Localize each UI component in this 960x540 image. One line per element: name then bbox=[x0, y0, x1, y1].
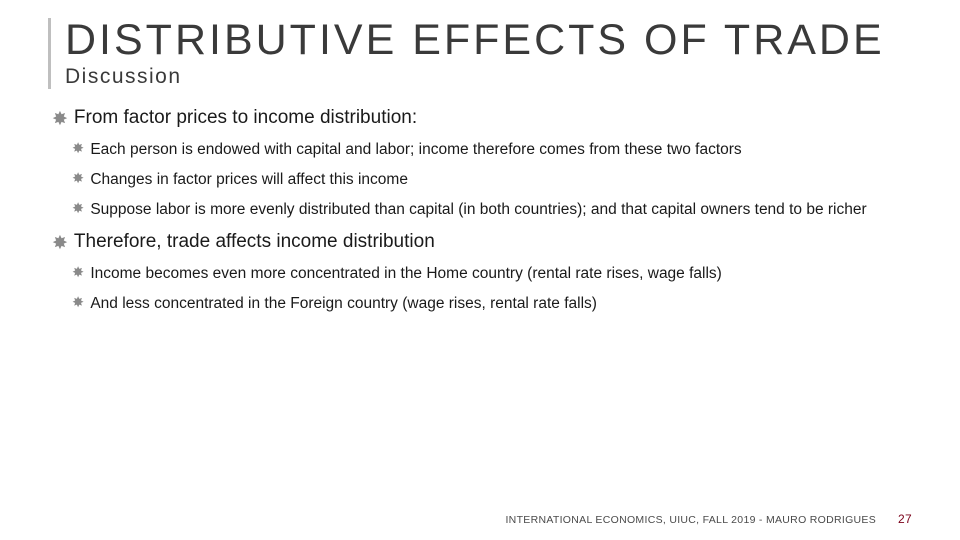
slide: DISTRIBUTIVE EFFECTS OF TRADE Discussion… bbox=[0, 0, 960, 540]
starburst-icon: ✸ bbox=[72, 140, 84, 159]
starburst-icon: ✸ bbox=[52, 108, 68, 131]
starburst-icon: ✸ bbox=[72, 294, 84, 313]
bullet-level2: ✸ Income becomes even more concentrated … bbox=[72, 264, 912, 284]
slide-subtitle: Discussion bbox=[65, 65, 912, 89]
starburst-icon: ✸ bbox=[72, 200, 84, 219]
starburst-icon: ✸ bbox=[72, 170, 84, 189]
bullet-text: Suppose labor is more evenly distributed… bbox=[90, 200, 912, 220]
bullet-level2: ✸ Changes in factor prices will affect t… bbox=[72, 170, 912, 190]
title-block: DISTRIBUTIVE EFFECTS OF TRADE Discussion bbox=[48, 18, 912, 89]
bullet-level2: ✸ Suppose labor is more evenly distribut… bbox=[72, 200, 912, 220]
bullet-level1: ✸ Therefore, trade affects income distri… bbox=[52, 231, 912, 254]
bullet-text: Changes in factor prices will affect thi… bbox=[90, 170, 912, 190]
starburst-icon: ✸ bbox=[72, 264, 84, 283]
page-number: 27 bbox=[898, 512, 912, 526]
content-area: ✸ From factor prices to income distribut… bbox=[48, 107, 912, 314]
bullet-text: From factor prices to income distributio… bbox=[74, 107, 912, 129]
bullet-text: Income becomes even more concentrated in… bbox=[90, 264, 912, 284]
starburst-icon: ✸ bbox=[52, 232, 68, 255]
bullet-text: Therefore, trade affects income distribu… bbox=[74, 231, 912, 253]
slide-title: DISTRIBUTIVE EFFECTS OF TRADE bbox=[65, 18, 912, 63]
bullet-text: Each person is endowed with capital and … bbox=[90, 140, 912, 160]
footer: INTERNATIONAL ECONOMICS, UIUC, FALL 2019… bbox=[505, 512, 912, 526]
bullet-text: And less concentrated in the Foreign cou… bbox=[90, 294, 912, 314]
bullet-level1: ✸ From factor prices to income distribut… bbox=[52, 107, 912, 130]
bullet-level2: ✸ Each person is endowed with capital an… bbox=[72, 140, 912, 160]
footer-text: INTERNATIONAL ECONOMICS, UIUC, FALL 2019… bbox=[505, 514, 876, 526]
bullet-level2: ✸ And less concentrated in the Foreign c… bbox=[72, 294, 912, 314]
